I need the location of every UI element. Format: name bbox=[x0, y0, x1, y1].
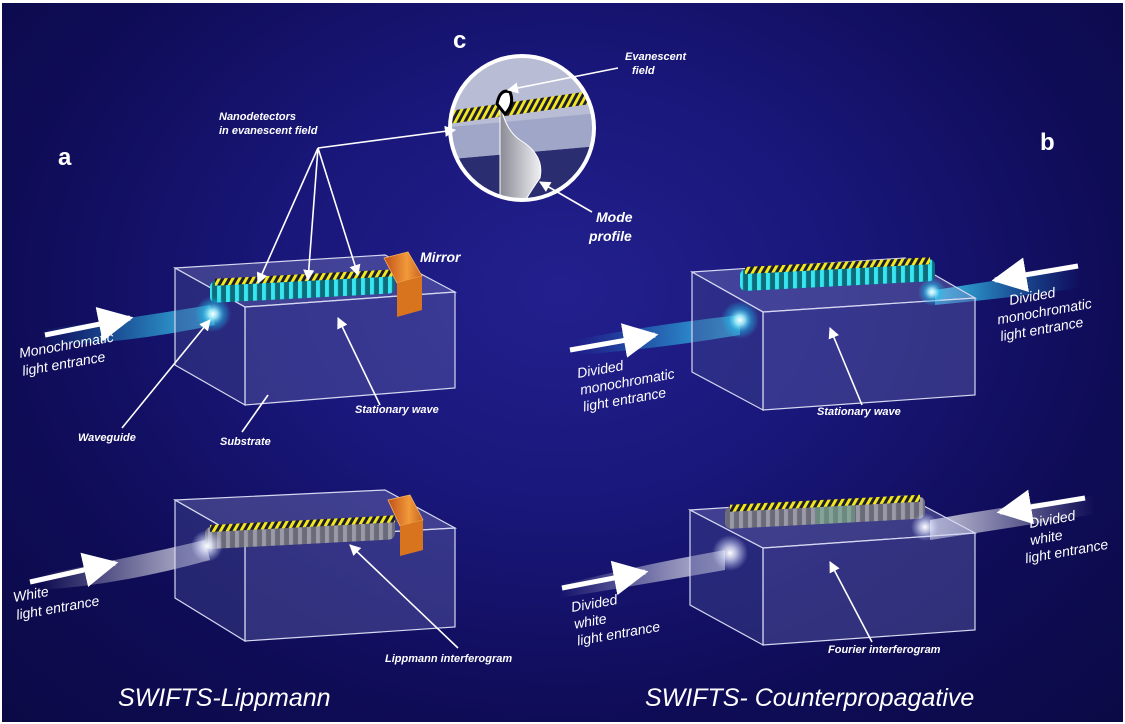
mode-profile-label-2: profile bbox=[588, 228, 632, 244]
panel-letter-b: b bbox=[1040, 129, 1055, 156]
divided-white-right-label-2: white bbox=[1029, 527, 1064, 548]
entrance-glow-b-left bbox=[721, 301, 759, 339]
nanodetectors-label-2: in evanescent field bbox=[219, 125, 318, 137]
waveguide-label: Waveguide bbox=[78, 432, 136, 444]
block-a-top bbox=[40, 251, 458, 407]
title-swifts-counterpropagative: SWIFTS- Counterpropagative bbox=[645, 684, 974, 712]
entrance-glow-a-white bbox=[191, 530, 223, 562]
entrance-arrow-a bbox=[44, 307, 134, 342]
white-entrance-label-1: White bbox=[12, 583, 50, 605]
entrance-glow-b-white-left bbox=[712, 535, 748, 571]
entrance-glow-b-right bbox=[918, 278, 946, 306]
panel-letter-a: a bbox=[58, 144, 72, 171]
pointer-lines bbox=[121, 67, 873, 649]
evanescent-label-2: field bbox=[632, 65, 655, 77]
entrance-arrow-b-left bbox=[569, 323, 659, 358]
fourier-interferogram-label: Fourier interferogram bbox=[828, 644, 941, 656]
stationary-wave-a-label: Stationary wave bbox=[355, 404, 439, 416]
entrance-arrow-b-white-right bbox=[996, 489, 1086, 525]
entrance-glow-b-white-right bbox=[911, 513, 939, 541]
panel-letter-c: c bbox=[453, 27, 466, 54]
nanodetectors-label-1: Nanodetectors bbox=[219, 111, 296, 123]
mirror-label: Mirror bbox=[420, 249, 462, 265]
lippmann-interferogram-label: Lippmann interferogram bbox=[385, 653, 512, 665]
entrance-arrow-b-right bbox=[991, 257, 1079, 293]
stationary-wave-b-label: Stationary wave bbox=[817, 406, 901, 418]
substrate-label: Substrate bbox=[220, 436, 271, 448]
entrance-arrow-b-white-left bbox=[561, 560, 649, 596]
mode-profile-label-1: Mode bbox=[596, 209, 633, 225]
block-a-bottom bbox=[29, 489, 458, 643]
title-swifts-lippmann: SWIFTS-Lippmann bbox=[118, 684, 331, 712]
evanescent-label-1: Evanescent bbox=[625, 51, 687, 63]
entrance-arrow-a-white bbox=[29, 552, 119, 587]
block-b-top bbox=[569, 257, 1080, 412]
entrance-glow-a bbox=[195, 296, 231, 332]
divided-white-left-label-2: white bbox=[573, 610, 608, 631]
block-b-bottom bbox=[560, 489, 1095, 647]
